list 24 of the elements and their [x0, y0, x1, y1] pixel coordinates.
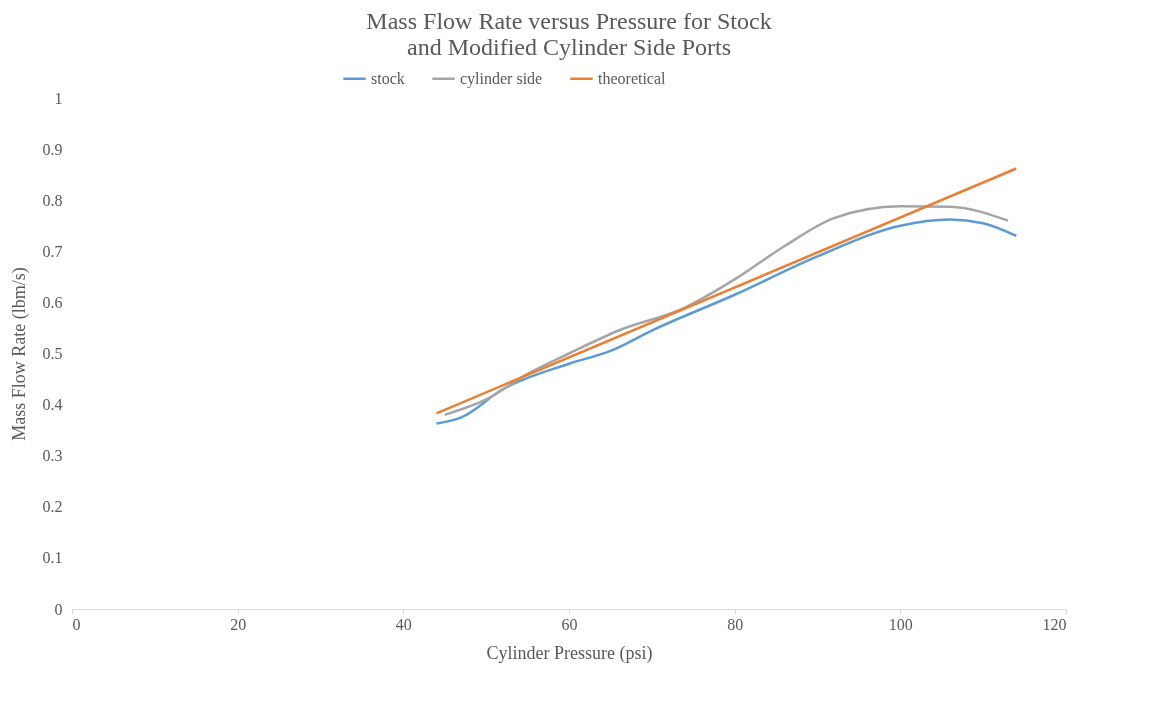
x-tick-label: 120 [1042, 615, 1067, 633]
x-tick-label: 60 [561, 615, 578, 633]
y-tick-label: 0.9 [42, 140, 63, 158]
y-tick-label: 0.5 [42, 345, 63, 362]
chart-title: Mass Flow Rate versus Pressure for Stock and Modified Cylinder Side Ports [366, 8, 772, 60]
legend-label: cylinder side [460, 69, 543, 88]
y-tick-label: 0.1 [42, 549, 63, 567]
y-tick-label: 0.3 [42, 447, 63, 465]
y-axis-title: Mass Flow Rate (lbm/s) [8, 267, 30, 441]
legend-label: stock [371, 69, 405, 87]
y-tick-label: 0.2 [42, 498, 63, 516]
legend-label: theoretical [598, 69, 667, 87]
x-tick-label: 0 [72, 615, 81, 633]
x-tick-label: 40 [395, 615, 412, 633]
x-axis-title: Cylinder Pressure (psi) [486, 642, 653, 664]
y-tick-label: 0.4 [42, 396, 63, 414]
x-tick-label: 20 [230, 615, 247, 633]
y-tick-label: 0 [54, 600, 63, 618]
x-tick-label: 100 [888, 615, 913, 633]
y-tick-label: 0.7 [42, 242, 63, 260]
y-tick-label: 0.8 [42, 191, 63, 209]
x-tick-label: 80 [727, 615, 744, 633]
y-tick-label: 1 [54, 89, 63, 107]
y-tick-label: 0.6 [42, 293, 63, 311]
